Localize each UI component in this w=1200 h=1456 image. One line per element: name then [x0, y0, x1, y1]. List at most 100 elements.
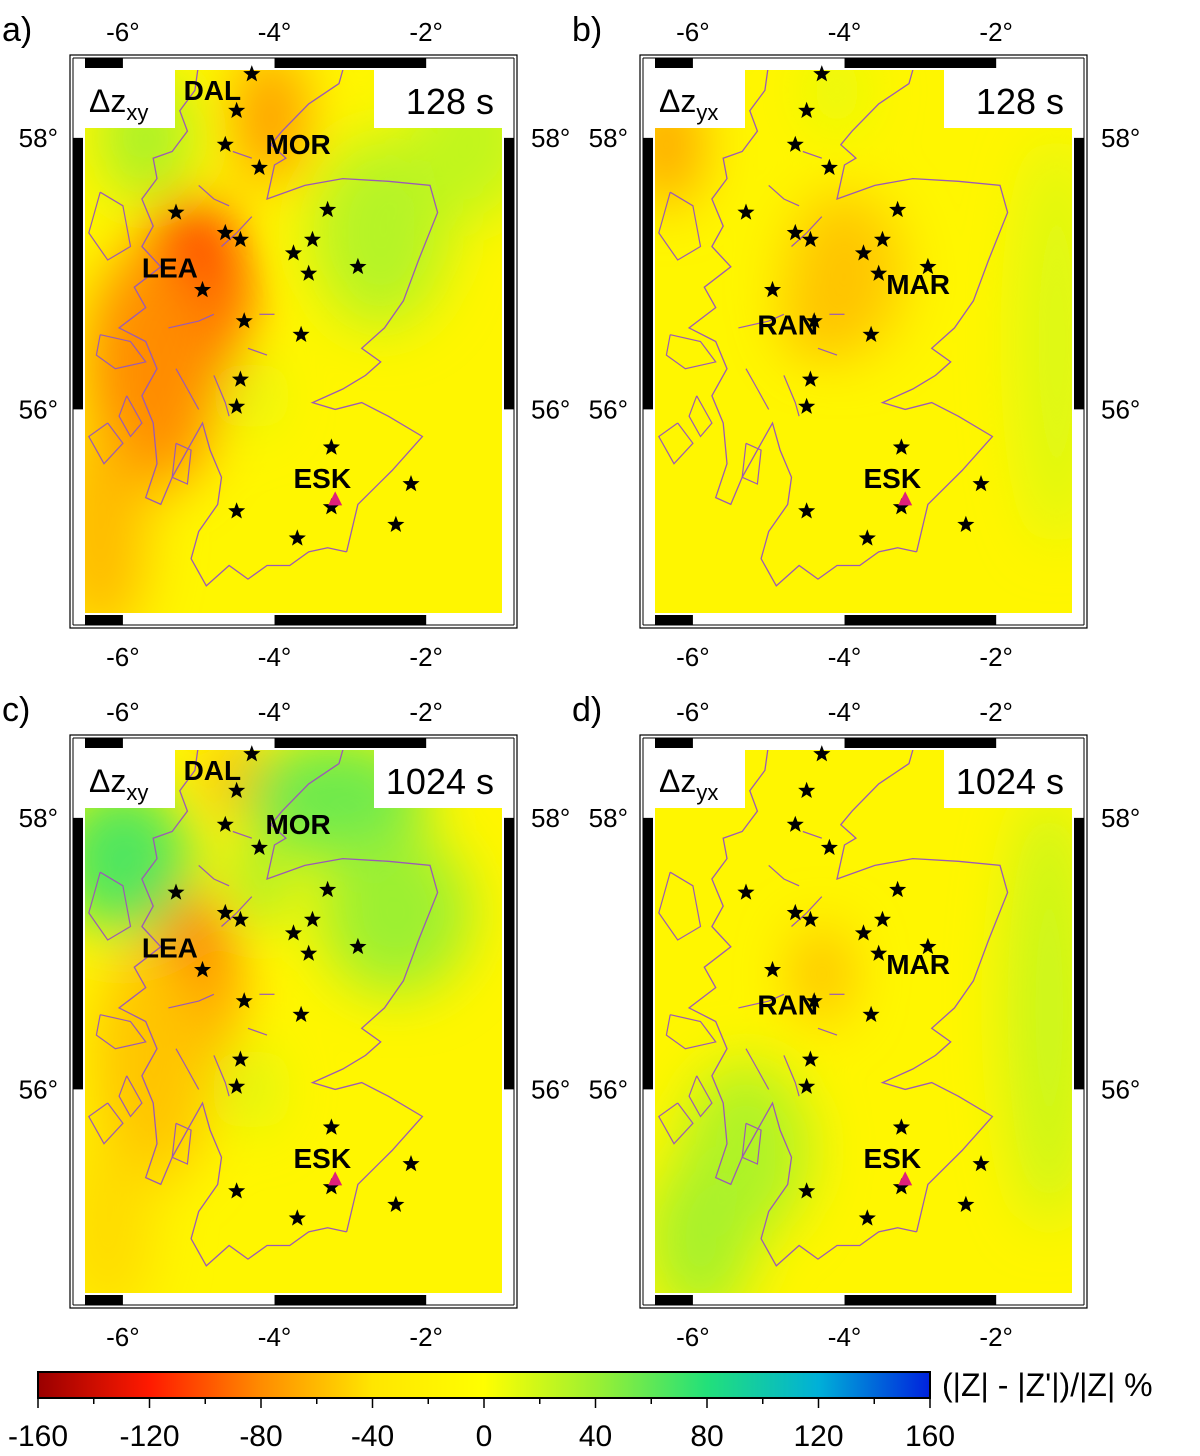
station-star [858, 529, 876, 546]
station-star [854, 244, 873, 261]
map-panel-d: Δzyx 1024 s MAR RAN ESK d) -6° -6° -4° -4° -2° -2° 5… [572, 691, 1140, 1352]
island-outline [658, 1102, 694, 1145]
station-star [786, 815, 804, 832]
frame-segment [274, 1295, 427, 1305]
station-star [798, 397, 816, 414]
period-label: 128 s [976, 81, 1064, 122]
station-star [972, 475, 990, 492]
lon-tick-top: -4° [258, 17, 292, 47]
station-star [231, 1050, 249, 1067]
station-star [300, 264, 318, 281]
loch-line [738, 993, 785, 1009]
station-star [764, 960, 782, 978]
station-star [801, 370, 819, 387]
period-box [374, 750, 502, 808]
site-label-dal: DAL [184, 75, 242, 106]
loch-line [221, 216, 253, 247]
station-star [250, 158, 268, 175]
colorbar-tick-label: 0 [476, 1420, 493, 1453]
station-star [303, 910, 321, 927]
station-star [322, 438, 340, 455]
island-outline [171, 442, 192, 485]
loch-line [768, 184, 800, 207]
station-star [402, 1155, 420, 1172]
coastline-east [266, 750, 439, 1233]
lat-tick-left: 56° [589, 394, 628, 424]
panel-letter: b) [572, 11, 602, 49]
station-star [889, 200, 907, 218]
station-star [892, 498, 910, 515]
station-star [873, 910, 891, 927]
station-star [873, 230, 891, 247]
frame-segment [73, 137, 83, 410]
misfit-field [655, 750, 1072, 1293]
station-star [862, 325, 880, 342]
period-box [944, 70, 1072, 128]
colorbar-tick-label: -120 [119, 1420, 179, 1453]
lon-tick-bottom: -4° [258, 642, 292, 672]
lat-tick-left: 58° [589, 803, 628, 833]
island-outline [88, 422, 124, 465]
frame-segment [844, 1295, 997, 1305]
station-star [349, 937, 367, 955]
loch-line [175, 368, 200, 410]
anomaly-blob [85, 1130, 154, 1293]
station-star [322, 1118, 340, 1135]
station-star [235, 312, 253, 329]
lon-tick-top: -2° [409, 17, 443, 47]
station-star [820, 158, 838, 175]
colorbar-tick-label: 120 [793, 1420, 843, 1453]
station-star [288, 1209, 306, 1226]
island-outline [741, 442, 762, 485]
lon-tick-bottom: -6° [106, 1322, 140, 1352]
station-star [387, 1195, 405, 1212]
station-star [889, 880, 907, 898]
colorbar-tick-label: 160 [905, 1420, 955, 1453]
anomaly-blob [1018, 137, 1072, 546]
period-box [374, 70, 502, 128]
station-star [243, 745, 261, 762]
colorbar-tick-label: -80 [239, 1420, 282, 1453]
loch-line [783, 1055, 800, 1097]
panel-letter: a) [2, 11, 32, 49]
period-label: 128 s [406, 81, 494, 122]
lat-tick-right: 56° [531, 1074, 570, 1104]
component-label: Δzxy [89, 763, 148, 805]
loch-line [745, 1048, 770, 1090]
loch-line [738, 313, 785, 329]
station-star [194, 960, 212, 978]
frame-segment [844, 615, 997, 625]
lon-tick-bottom: -6° [676, 1322, 710, 1352]
station-star [737, 883, 755, 900]
station-star [292, 1005, 310, 1022]
map-panel-b: Δzyx 128 s MAR RAN ESK b) -6° -6° -4° -4° -2° -2° 58… [572, 11, 1140, 672]
lon-tick-bottom: -2° [979, 642, 1013, 672]
colorbar-bar [37, 1371, 931, 1399]
loch-line [175, 1048, 200, 1090]
station-star [387, 515, 405, 532]
loch-line [168, 313, 215, 329]
colorbar-tick-label: -40 [351, 1420, 394, 1453]
observatory-triangle [898, 491, 913, 506]
loch-line [221, 896, 253, 927]
loch-line [817, 347, 838, 356]
station-star [801, 1050, 819, 1067]
island-outline [95, 1014, 147, 1050]
station-star [292, 325, 310, 342]
panel-letter: d) [572, 691, 602, 729]
loch-line [791, 896, 823, 927]
colorbar: -160 -120 -80 -40 0 40 80 120 160 (|Z| - |Z'|)/|Z… [8, 1367, 1153, 1453]
frame-segment [504, 137, 514, 410]
island-outline [88, 191, 132, 261]
coastline-east [836, 70, 1009, 553]
station-star [231, 370, 249, 387]
site-label-lea: LEA [142, 253, 198, 284]
island-outline [171, 1122, 192, 1165]
site-label-esk: ESK [294, 1143, 352, 1174]
frame-segment [274, 738, 427, 748]
anomaly-blob [85, 422, 146, 613]
station-star [805, 992, 823, 1009]
lon-tick-top: -6° [106, 697, 140, 727]
site-label-esk: ESK [864, 1143, 922, 1174]
observatory-triangle [328, 491, 343, 506]
